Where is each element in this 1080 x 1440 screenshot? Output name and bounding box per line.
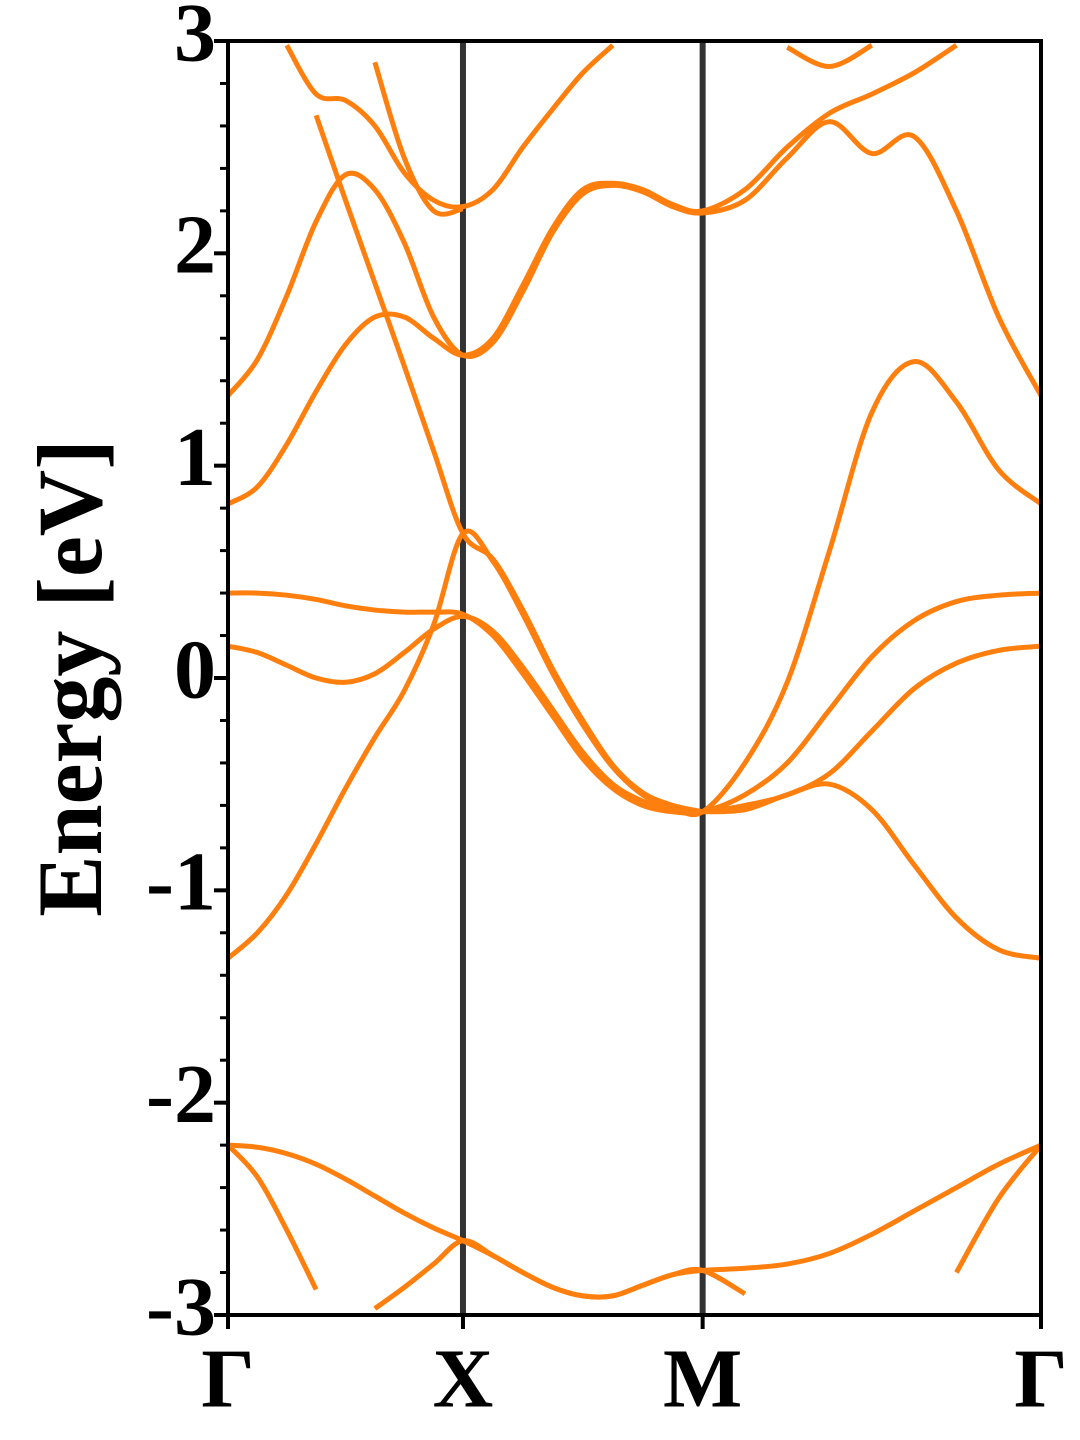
y-tick-label: 1 <box>174 411 216 504</box>
band-line <box>228 1143 319 1291</box>
y-tick-label: 3 <box>174 0 216 79</box>
plot-frame <box>226 39 1043 1317</box>
y-axis-label: Energy [eV] <box>19 439 121 917</box>
band-line <box>228 613 1041 815</box>
band-line <box>228 1142 1041 1300</box>
band-line <box>702 781 1041 961</box>
x-tick-label: Γ <box>201 1332 254 1425</box>
band-line <box>228 43 958 507</box>
band-line <box>228 119 1041 398</box>
band-line <box>372 61 464 217</box>
x-tick-label: M <box>663 1332 742 1425</box>
band-line <box>284 43 615 210</box>
y-tick-label: 2 <box>174 199 216 292</box>
band-line <box>786 43 874 69</box>
y-tick-label: -2 <box>146 1048 216 1141</box>
y-tick-label: -3 <box>146 1260 216 1353</box>
plot-area <box>228 41 1041 1315</box>
x-tick-label: X <box>433 1332 494 1425</box>
band-line <box>228 590 1041 816</box>
band-line <box>313 114 704 815</box>
band-line <box>373 1238 747 1311</box>
y-tick-label: 0 <box>174 623 216 716</box>
y-tick-label: -1 <box>146 836 216 929</box>
x-tick-label: Γ <box>1014 1332 1067 1425</box>
band-line <box>954 1143 1041 1274</box>
